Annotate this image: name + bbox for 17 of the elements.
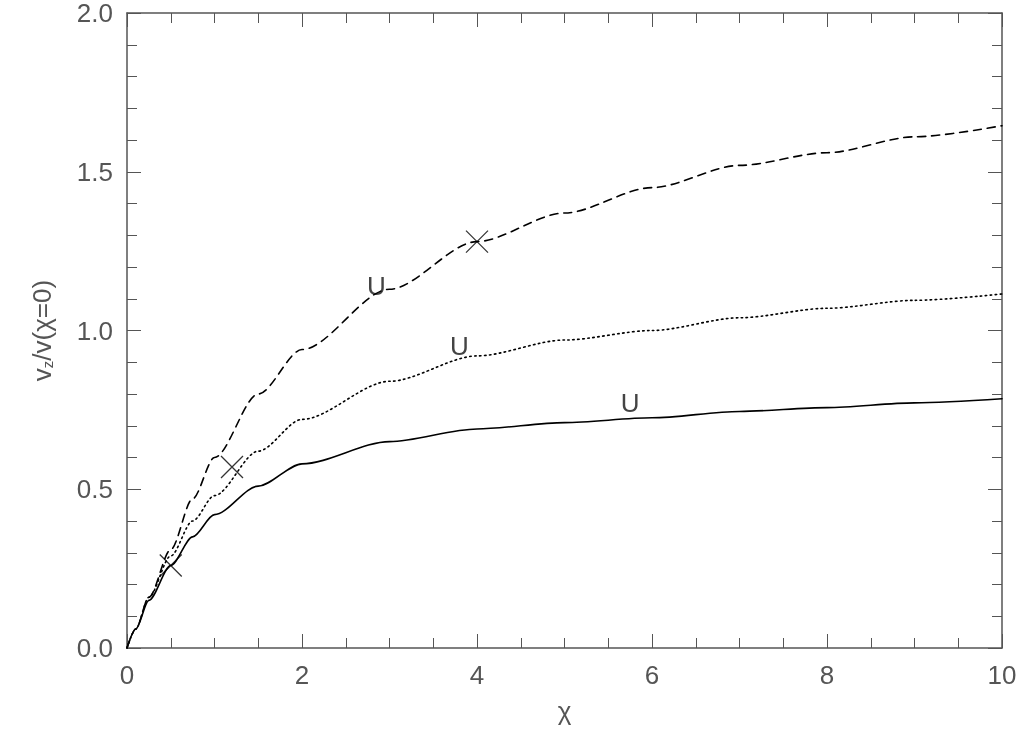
annotation: U [620, 388, 640, 419]
y-axis-title: vz/v(χ=0) [27, 279, 57, 382]
annotation: U [366, 270, 386, 301]
x-tick-label: 8 [819, 660, 835, 690]
annotation: U [450, 331, 469, 362]
x-axis-title: χ [557, 696, 572, 726]
y-tick-label: 1.0 [76, 315, 113, 346]
x-tick-label: 0 [119, 660, 135, 690]
y-tick-label: 0.0 [76, 633, 113, 663]
x-tick-label: 6 [644, 660, 660, 690]
y-tick-label: 2.0 [76, 0, 113, 28]
point [220, 455, 244, 479]
y-tick-label: 0.5 [76, 474, 113, 505]
x-tick-label: 2 [294, 660, 310, 690]
x-tick-label: 4 [469, 660, 485, 690]
y-tick-label: 1.5 [76, 156, 113, 187]
x-tick-label: 10 [987, 660, 1017, 690]
